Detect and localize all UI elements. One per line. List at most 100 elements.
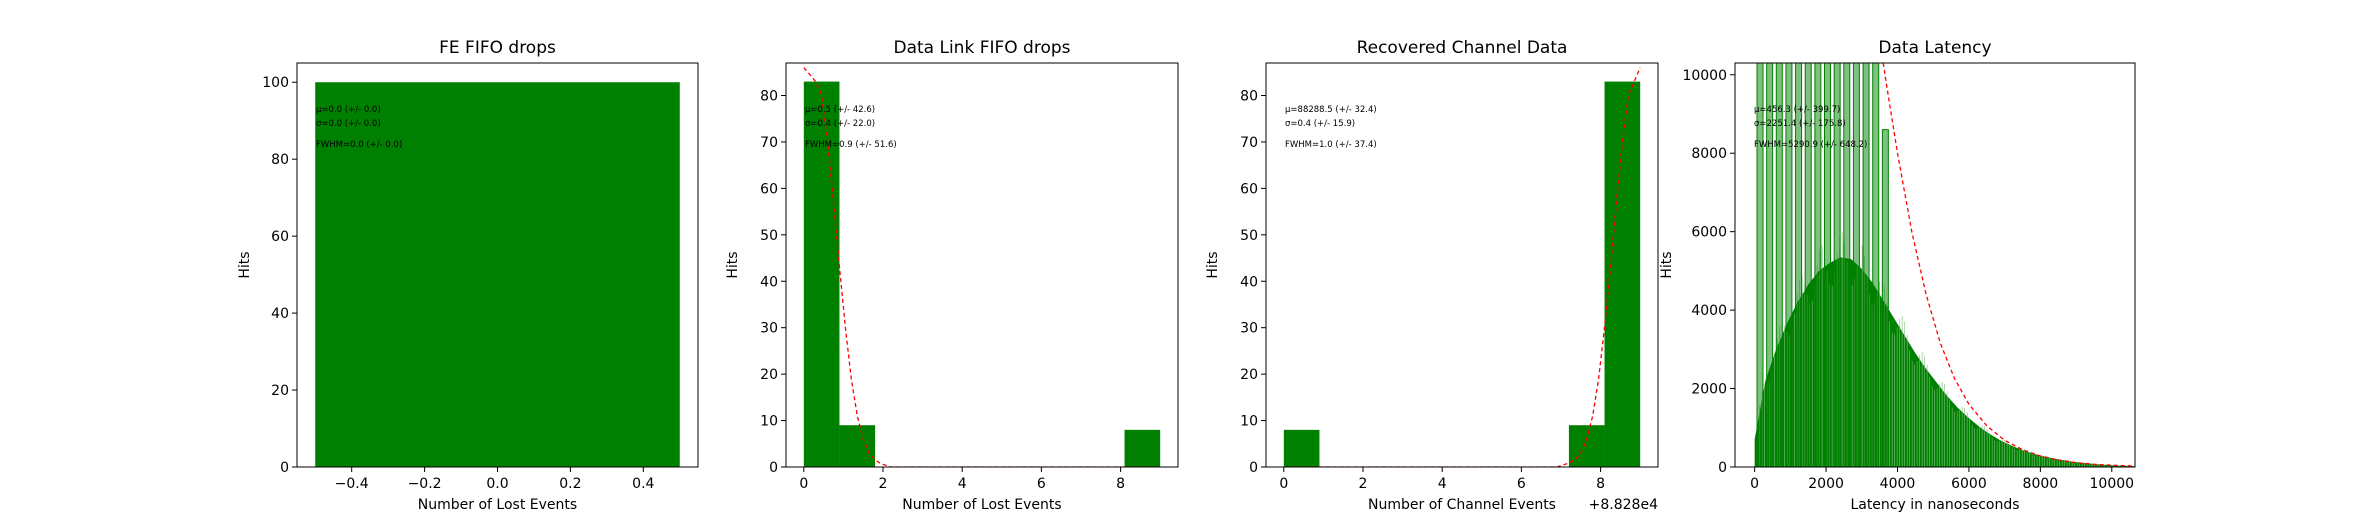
y-tick-label: 80 (271, 152, 289, 168)
chart-title: FE FIFO drops (439, 38, 556, 58)
spike-bin-6 (1804, 63, 1812, 467)
chart-title: Recovered Channel Data (1357, 38, 1568, 58)
chart-panel-1: −0.4 −0.2 0.0 0.2 0.4 0 20 40 60 80 100 FE FIFO dro… (237, 38, 699, 513)
spike-bin-2 (1766, 63, 1774, 467)
y-tick-label: 20 (271, 383, 289, 399)
y-tick-label: 60 (760, 181, 778, 197)
y-tick-label: 10000 (1682, 68, 1727, 84)
y-tick-label: 8000 (1691, 146, 1727, 162)
fit-curve (1283, 67, 1641, 467)
spike-bin-12 (1862, 63, 1870, 467)
x-tick-label: 0 (1279, 476, 1288, 492)
bar-1 (803, 81, 840, 467)
x-tick-label: 0.0 (486, 476, 508, 492)
fit-annotation-1: μ=456.3 (+/- 399.7) (1754, 105, 1840, 115)
y-axis-label: Hits (725, 251, 741, 278)
x-tick-label: 2 (1359, 476, 1368, 492)
x-tick-label: −0.4 (335, 476, 369, 492)
chart-title: Data Link FIFO drops (893, 38, 1070, 58)
fit-annotation-2: σ=0.4 (+/- 15.9) (1285, 119, 1355, 129)
y-axis-label: Hits (1659, 251, 1675, 278)
y-tick-label: 10 (1240, 414, 1258, 430)
spike-bin-9 (1833, 63, 1841, 467)
spike-bin-11 (1852, 63, 1860, 467)
y-tick-label: 30 (1240, 321, 1258, 337)
y-axis-label: Hits (237, 251, 253, 278)
fit-annotation-2: σ=0.0 (+/- 0.0) (316, 119, 381, 129)
spike-bin-14 (1881, 129, 1889, 467)
spike-bin-8 (1824, 63, 1831, 467)
spike-bin-10 (1843, 63, 1851, 467)
y-tick-label: 40 (271, 306, 289, 322)
x-tick-label: 8 (1596, 476, 1605, 492)
x-tick-label: 0.2 (559, 476, 581, 492)
y-tick-label: 60 (271, 229, 289, 245)
x-tick-label: 8000 (2023, 476, 2059, 492)
x-axis-label: Number of Lost Events (902, 497, 1061, 513)
x-tick-label: 8 (1116, 476, 1125, 492)
y-tick-label: 100 (262, 75, 289, 91)
x-tick-label: 4 (1438, 476, 1447, 492)
x-tick-label: 2000 (1808, 476, 1844, 492)
spike-bin-1 (1756, 63, 1764, 467)
x-tick-label: 0 (799, 476, 808, 492)
x-tick-label: 6000 (1951, 476, 1987, 492)
fit-annotation-3: FWHM=1.0 (+/- 37.4) (1285, 140, 1377, 150)
bar-3 (1124, 429, 1161, 467)
y-tick-label: 0 (769, 460, 778, 476)
spike-bin-7 (1814, 63, 1822, 467)
y-tick-label: 20 (760, 367, 778, 383)
axes-frame (785, 62, 1179, 468)
x-tick-label: −0.2 (408, 476, 442, 492)
fit-curve (1882, 63, 2135, 467)
spike-bin-3 (1775, 63, 1783, 467)
x-tick-label: 2 (879, 476, 888, 492)
y-tick-label: 80 (1240, 89, 1258, 105)
bar-2 (839, 425, 876, 467)
y-tick-label: 70 (760, 135, 778, 151)
y-axis-label: Hits (1205, 251, 1221, 278)
plot-area (315, 82, 680, 467)
y-tick-label: 50 (760, 228, 778, 244)
x-tick-label: 4 (958, 476, 967, 492)
spike-bin-4 (1785, 63, 1793, 467)
x-tick-label: 6 (1517, 476, 1526, 492)
chart-title: Data Latency (1878, 38, 1991, 58)
fit-curve (803, 67, 1161, 467)
fit-annotation-3: FWHM=0.0 (+/- 0.0) (316, 140, 402, 150)
spike-bin-13 (1872, 63, 1880, 467)
y-tick-label: 20 (1240, 367, 1258, 383)
y-tick-label: 2000 (1691, 382, 1727, 398)
fit-annotation-3: FWHM=5290.9 (+/- 648.2) (1754, 140, 1867, 150)
x-tick-label: 10000 (2090, 476, 2135, 492)
x-axis-label: Latency in nanoseconds (1850, 497, 2019, 513)
y-tick-label: 50 (1240, 228, 1258, 244)
x-axis-label: Number of Channel Events (1368, 497, 1556, 513)
y-tick-label: 40 (1240, 274, 1258, 290)
bar-1 (315, 82, 680, 467)
chart-panel-4: 0 2000 4000 6000 8000 10000 0 2000 4000 6000 8000 1… (1659, 38, 2136, 513)
x-tick-label: 0.4 (632, 476, 654, 492)
axes-frame (1734, 62, 2136, 468)
plot-area (1283, 67, 1641, 467)
spike-bin-5 (1795, 63, 1803, 467)
y-tick-label: 4000 (1691, 303, 1727, 319)
y-tick-label: 6000 (1691, 225, 1727, 241)
plot-area (1754, 63, 2135, 467)
bar-2 (1568, 425, 1605, 467)
fit-annotation-2: σ=2251.4 (+/- 175.8) (1754, 119, 1846, 129)
y-tick-label: 0 (1249, 460, 1258, 476)
x-axis-offset-label: +8.828e4 (1589, 497, 1658, 513)
x-tick-label: 6 (1037, 476, 1046, 492)
x-axis-label: Number of Lost Events (418, 497, 577, 513)
y-tick-label: 70 (1240, 135, 1258, 151)
fit-annotation-1: μ=88288.5 (+/- 32.4) (1285, 105, 1377, 115)
fit-annotation-1: μ=0.5 (+/- 42.6) (805, 105, 875, 115)
y-tick-label: 0 (280, 460, 289, 476)
x-tick-label: 0 (1750, 476, 1759, 492)
plot-area (803, 67, 1161, 467)
axes-frame (1265, 62, 1659, 468)
